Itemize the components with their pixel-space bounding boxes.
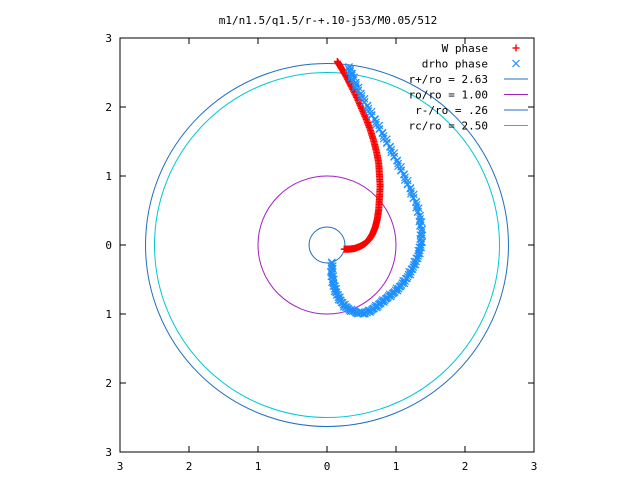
drho-phase-point	[357, 92, 366, 100]
y-tick-label: 0	[105, 239, 112, 252]
x-tick-label: 0	[324, 460, 331, 473]
radius-circles	[145, 63, 509, 427]
drho-phase-point	[408, 265, 417, 274]
circle-r-ro-2-63	[145, 63, 509, 427]
drho-phase-point	[393, 286, 402, 295]
legend-label: r+/ro = 2.63	[409, 73, 488, 86]
y-tick-label: 2	[105, 377, 112, 390]
legend-label: W phase	[442, 42, 488, 55]
drho-phase-point	[345, 63, 354, 71]
drho-phase-point	[512, 59, 520, 68]
legend: W phase drho phase r+/ro = 2.63 ro/ro = 1.0…	[409, 42, 528, 133]
drho-phase-point	[397, 166, 405, 175]
drho-phase-point	[390, 152, 399, 161]
drho-phase-point	[364, 104, 373, 113]
drho-phase-point	[344, 64, 353, 73]
legend-swatch	[512, 44, 520, 52]
w-phase-point	[333, 57, 341, 65]
circle-r-ro-26	[308, 226, 346, 264]
x-tick-label: 1	[255, 460, 262, 473]
x-tick-label: 3	[117, 460, 124, 473]
chart-title: m1/n1.5/q1.5/r-+.10-j53/M0.05/512	[219, 14, 438, 27]
y-tick-label: 1	[105, 170, 112, 183]
y-tick-label: 3	[105, 446, 112, 459]
x-tick-label: 3	[531, 460, 538, 473]
drho-phase-point	[400, 279, 409, 288]
legend-label: rc/ro = 2.50	[409, 120, 488, 133]
y-tick-label: 2	[105, 101, 112, 114]
x-tick-label: 1	[393, 460, 400, 473]
drho-phase-point	[412, 201, 421, 209]
circle-rc-ro-2-50	[154, 72, 500, 418]
w-phase-point	[353, 93, 361, 101]
x-tick-label: 2	[462, 460, 469, 473]
legend-label: drho phase	[422, 58, 488, 71]
w-phase-point	[512, 44, 520, 52]
circle-ro-ro-1-00	[257, 175, 397, 315]
y-tick-label: 3	[105, 32, 112, 45]
legend-label: ro/ro = 1.00	[409, 89, 488, 102]
phase-points	[326, 57, 427, 318]
x-tick-label: 2	[186, 460, 193, 473]
drho-phase-point	[416, 214, 425, 223]
drho-phase-point	[352, 80, 360, 89]
legend-swatch	[512, 59, 520, 68]
drho-phase-point	[409, 193, 418, 202]
y-tick-label: 1	[105, 308, 112, 321]
drho-phase-point	[347, 71, 356, 80]
drho-phase-point	[329, 272, 338, 281]
drho-phase-point	[403, 180, 412, 188]
legend-label: r-/ro = .26	[415, 104, 488, 117]
